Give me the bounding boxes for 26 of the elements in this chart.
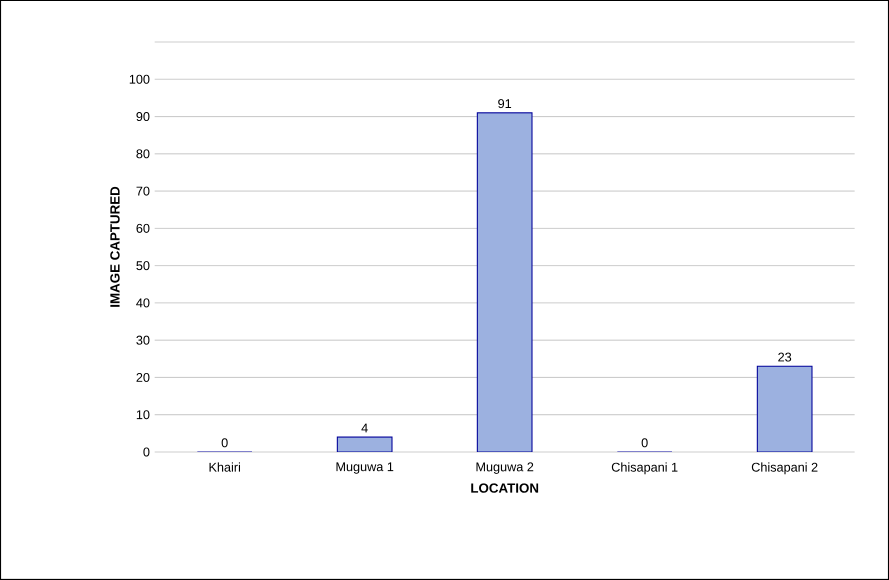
y-tick-label: 40 xyxy=(136,298,150,308)
y-tick-label: 100 xyxy=(130,74,150,84)
y-tick-label: 80 xyxy=(136,149,150,158)
y-tick-label: 30 xyxy=(136,336,150,345)
data-label: 0 xyxy=(642,438,648,448)
x-axis-title: LOCATION xyxy=(471,483,538,493)
y-axis-title: IMAGE CAPTURED xyxy=(110,186,120,307)
x-tick-label: Chisapani 1 xyxy=(612,462,678,474)
x-tick-label: Muguwa 2 xyxy=(476,462,534,474)
y-tick-label: 20 xyxy=(136,372,150,382)
y-tick-label: 10 xyxy=(136,410,150,420)
y-tick-label: 0 xyxy=(143,448,150,456)
x-tick-label: Khairi xyxy=(210,462,240,472)
y-tick-label: 50 xyxy=(136,261,150,270)
data-label: 0 xyxy=(222,438,228,448)
y-tick-label: 60 xyxy=(136,224,150,233)
x-tick-label: Muguwa 1 xyxy=(336,462,394,474)
bar xyxy=(476,112,533,452)
data-label: 23 xyxy=(778,352,792,362)
y-tick-label: 90 xyxy=(136,112,150,122)
x-tick-label: Chisapani 2 xyxy=(752,462,818,474)
data-label: 4 xyxy=(361,424,368,432)
bar xyxy=(756,366,813,452)
y-tick-label: 70 xyxy=(136,186,150,196)
bar xyxy=(336,436,393,452)
data-label: 91 xyxy=(498,99,512,108)
